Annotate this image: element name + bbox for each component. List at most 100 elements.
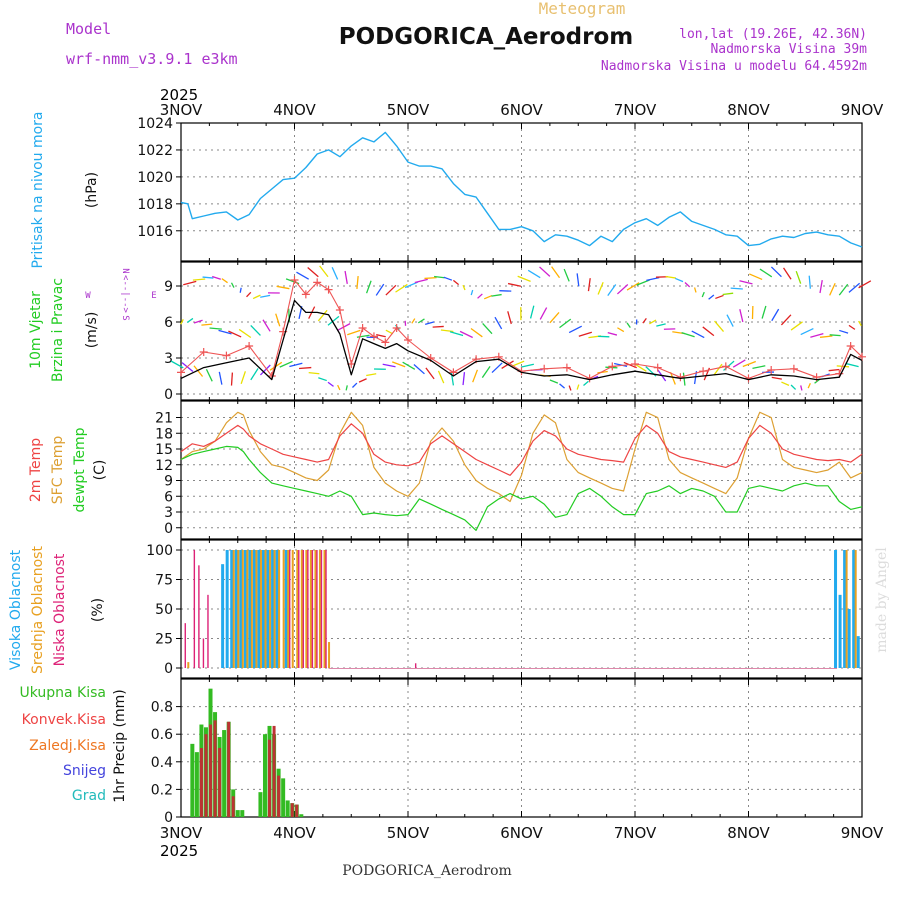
wind-arrow <box>238 328 252 339</box>
wind-arrow <box>202 276 214 279</box>
compass-e: E <box>151 291 156 301</box>
ytick-label: 18 <box>155 426 173 442</box>
wind-arrow <box>752 365 766 369</box>
wind-arrow <box>576 384 580 390</box>
wind-arrow <box>201 323 213 326</box>
top-tick-4NOV: 4NOV <box>273 101 316 119</box>
wind-arrow <box>771 376 782 380</box>
wind-arrow <box>607 332 618 336</box>
wind-arrow <box>715 294 724 300</box>
cloud-bar <box>834 550 838 668</box>
wind-arrow <box>761 305 767 319</box>
wind-arrow <box>385 329 394 335</box>
dewpt-line <box>180 445 863 532</box>
gust-marker <box>301 290 310 299</box>
ytick-label: 3 <box>164 351 173 367</box>
cloud-bar <box>239 550 243 668</box>
wind-title-1: 10m Vjetar <box>28 291 44 369</box>
bottom-tick-7NOV: 7NOV <box>614 824 657 842</box>
wind-arrow <box>319 265 329 278</box>
top-time-ticks: 3NOV 4NOV 5NOV 6NOV 7NOV 8NOV 9NOV <box>160 101 884 119</box>
precip-total-bar <box>299 814 304 817</box>
gust-marker <box>381 338 390 347</box>
precip-conv-bar <box>272 725 276 817</box>
wind-arrow <box>356 275 359 290</box>
panel-frame <box>180 400 863 540</box>
cloud-bar <box>845 550 848 668</box>
gust-marker <box>449 368 458 377</box>
cloud-bar <box>300 550 303 668</box>
wind-arrow <box>739 280 753 285</box>
wind-arrow <box>568 385 572 391</box>
elevation-label: Nadmorska Visina 39m <box>710 42 867 57</box>
ytick-label: 1022 <box>137 143 173 159</box>
gust-marker <box>562 363 571 372</box>
precip-conv-bar <box>204 734 208 817</box>
cloud-bar <box>414 663 417 668</box>
temp-title-2: SFC Temp <box>50 436 66 505</box>
wind-arrow <box>413 364 425 375</box>
precip-conv-bar <box>199 748 203 817</box>
wind-arrow <box>539 266 551 277</box>
wind-arrow <box>252 294 261 300</box>
wind-arrow <box>597 370 608 374</box>
wind-arrow <box>684 281 691 288</box>
cloud-bar <box>320 550 323 668</box>
cloud-title-1: Visoka Oblacnost <box>8 549 24 670</box>
precip-total-bar <box>222 730 227 817</box>
cloud-bar <box>187 662 190 668</box>
bottom-year-label: 2025 <box>160 842 198 860</box>
wind-arrow <box>279 360 293 368</box>
wind-arrow <box>819 280 823 294</box>
wind-arrow <box>298 366 312 370</box>
cloud-bar <box>273 550 276 668</box>
wind-arrow <box>345 385 348 391</box>
wind-arrow <box>307 267 319 278</box>
top-tick-9NOV: 9NOV <box>841 101 884 119</box>
ytick-label: 1020 <box>137 170 173 186</box>
wind-arrow <box>218 371 223 385</box>
cloud-bar <box>207 594 209 668</box>
wind-arrow <box>404 281 419 289</box>
precip-title-2: Konvek.Kisa <box>22 712 106 728</box>
wind-arrow <box>559 318 572 329</box>
compass-n: N <box>120 268 130 273</box>
cloud-bar <box>278 550 281 668</box>
ytick-label: 1018 <box>137 197 173 213</box>
wind-arrow <box>783 267 792 280</box>
gust-marker <box>767 366 776 374</box>
wind-arrow <box>402 361 416 370</box>
cloud-bar <box>230 550 234 668</box>
wind-arrow <box>449 331 464 337</box>
gust-marker <box>369 332 378 341</box>
ytick-label: 3 <box>164 505 173 521</box>
compass-arrows: <--|--> <box>120 275 130 314</box>
wind-arrow <box>356 334 370 338</box>
cloud-bar <box>309 550 312 668</box>
wind-arrow <box>701 291 705 298</box>
cloud-bar <box>318 550 321 668</box>
wind-arrow <box>517 275 531 282</box>
cloud-bar <box>282 550 285 668</box>
wind-arrow <box>665 275 676 279</box>
cloud-bar <box>307 550 309 668</box>
wind-ylabel: (m/s) <box>84 312 100 349</box>
product-label: Meteogram <box>539 0 626 18</box>
wind-arrow <box>459 330 473 339</box>
wind-arrow <box>230 372 234 386</box>
wind-arrow <box>462 372 466 386</box>
precip-total-bar <box>194 752 199 817</box>
wind-arrow <box>432 325 444 328</box>
precip-title-4: Snijeg <box>63 763 106 779</box>
ytick-label: 50 <box>155 602 173 618</box>
gust-marker <box>290 276 299 284</box>
compass-w: W <box>85 291 91 301</box>
gust-marker <box>404 336 412 344</box>
gust-marker <box>608 362 617 371</box>
wind-arrow <box>434 275 445 279</box>
wind-arrow <box>576 273 580 287</box>
cloud-bar <box>264 550 267 668</box>
cloud-bar <box>852 550 856 668</box>
wind-arrow <box>395 283 408 293</box>
wind-arrow <box>732 359 746 368</box>
